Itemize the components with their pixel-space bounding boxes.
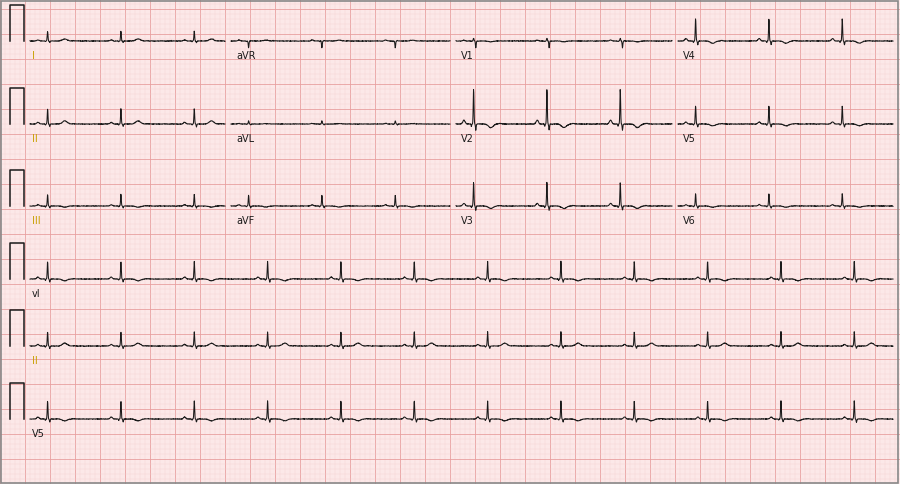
Text: aVF: aVF bbox=[236, 215, 254, 226]
Text: V6: V6 bbox=[683, 215, 696, 226]
Text: V4: V4 bbox=[683, 51, 696, 61]
Text: III: III bbox=[32, 215, 40, 226]
Text: aVR: aVR bbox=[236, 51, 256, 61]
Text: V5: V5 bbox=[32, 428, 45, 438]
Text: aVL: aVL bbox=[236, 134, 254, 144]
Text: V2: V2 bbox=[461, 134, 474, 144]
Text: II: II bbox=[32, 134, 38, 144]
Text: II: II bbox=[32, 355, 38, 365]
Text: V1: V1 bbox=[461, 51, 473, 61]
Text: I: I bbox=[32, 51, 35, 61]
Text: vI: vI bbox=[32, 288, 40, 298]
Text: V5: V5 bbox=[683, 134, 696, 144]
Text: V3: V3 bbox=[461, 215, 473, 226]
